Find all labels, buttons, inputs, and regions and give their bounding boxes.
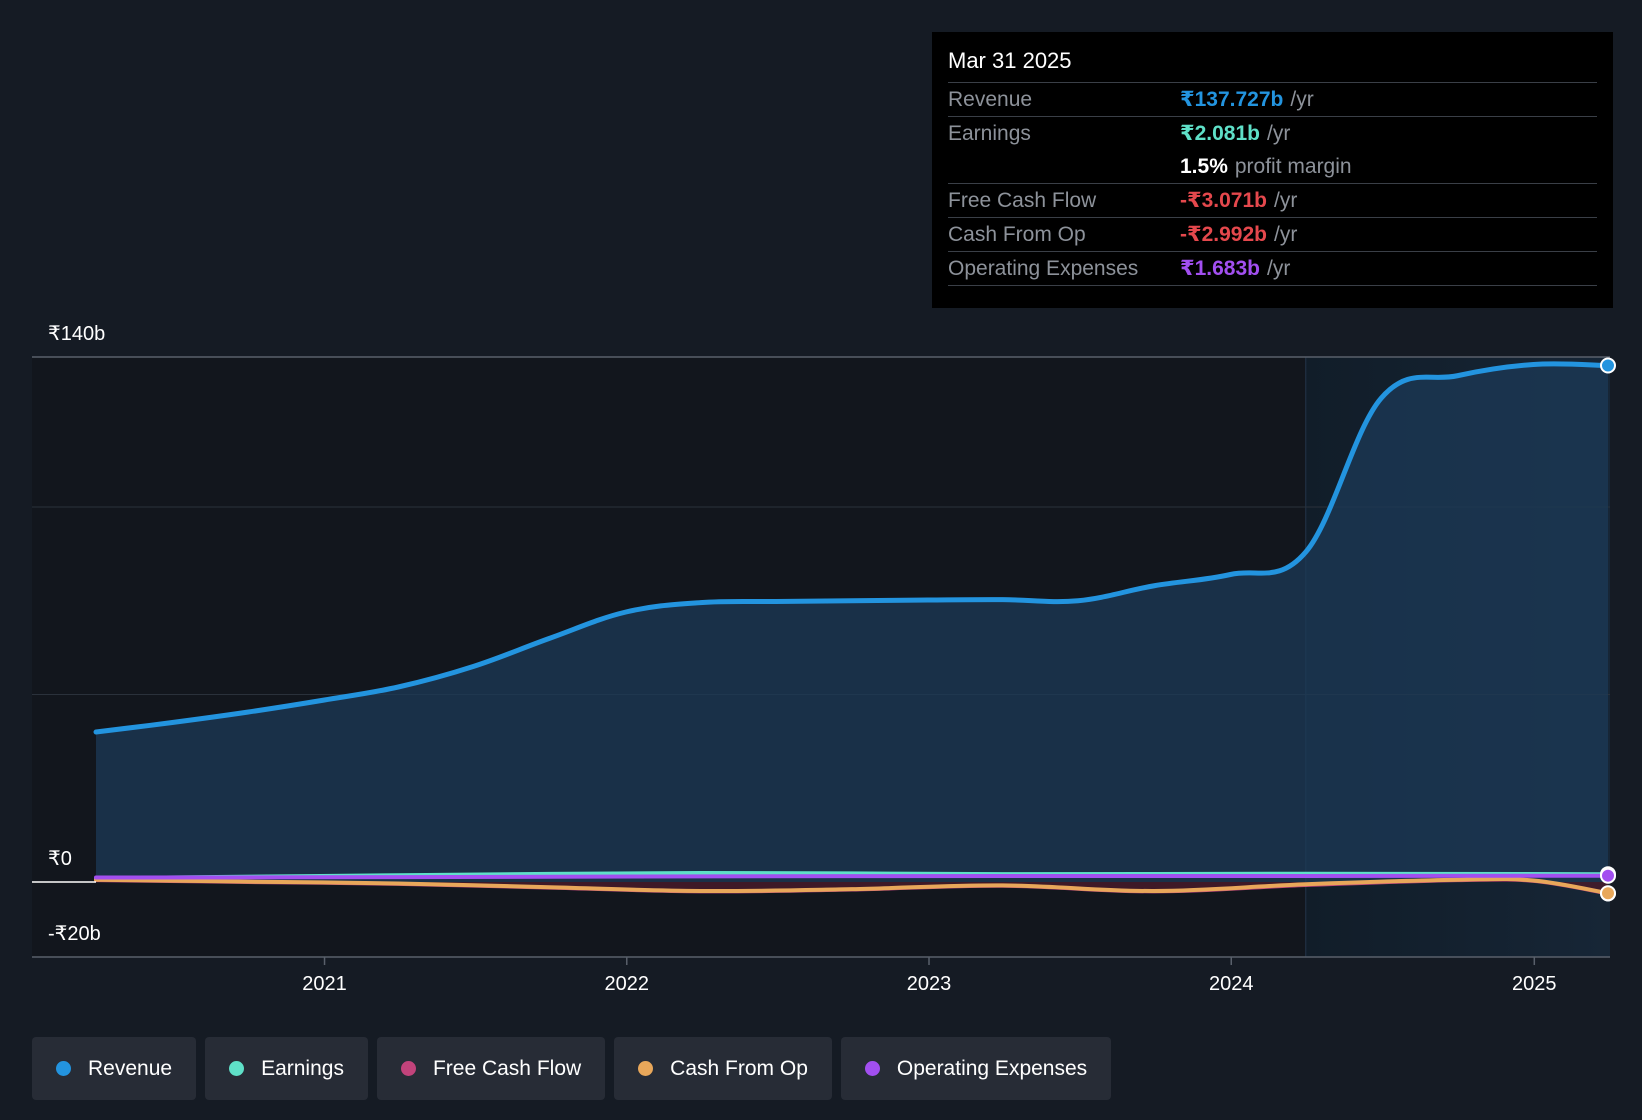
tooltip-date: Mar 31 2025 — [948, 48, 1072, 73]
x-tick-label: 2021 — [302, 973, 347, 995]
tooltip-row-label: Operating Expenses — [948, 256, 1139, 280]
tooltip-row-unit: /yr — [1290, 87, 1314, 111]
point-marker-cash-from-op — [1600, 885, 1616, 902]
legend-dot-icon — [864, 1061, 880, 1076]
x-tick-label: 2023 — [907, 973, 952, 995]
tooltip-row-unit: /yr — [1267, 121, 1291, 145]
legend: Revenue Earnings Free Cash Flow Cash Fro… — [32, 1037, 1112, 1100]
legend-label: Earnings — [261, 1056, 344, 1080]
tooltip-row-revenue: Revenue ₹137.727b /yr — [948, 82, 1597, 116]
x-tick-label: 2024 — [1209, 973, 1254, 995]
legend-item-free-cash-flow[interactable]: Free Cash Flow — [376, 1037, 606, 1100]
tooltip-row-label: Cash From Op — [948, 222, 1086, 246]
area-revenue — [96, 363, 1608, 882]
y-tick-label-zero: ₹0 — [48, 848, 72, 870]
y-tick-label-top: ₹140b — [48, 323, 105, 345]
tooltip-row-unit: /yr — [1273, 222, 1298, 246]
tooltip: Mar 31 2025 Revenue ₹137.727b /yr Earnin… — [932, 32, 1613, 308]
legend-dot-icon — [638, 1061, 654, 1076]
legend-item-revenue[interactable]: Revenue — [32, 1037, 197, 1100]
tooltip-row-label: Earnings — [948, 121, 1031, 145]
legend-dot-icon — [229, 1061, 245, 1076]
point-marker-operating-expenses — [1600, 867, 1616, 884]
tooltip-row-unit: profit margin — [1234, 154, 1352, 178]
legend-dot-icon — [400, 1061, 416, 1076]
tooltip-row-cash-from-op: Cash From Op -₹2.992b /yr — [948, 217, 1597, 251]
series-line-operating-expenses — [94, 873, 1610, 880]
tooltip-row-profit-margin: 1.5% profit margin — [948, 150, 1597, 183]
tooltip-row-value: ₹1.683b — [1180, 257, 1260, 280]
point-marker-revenue — [1600, 357, 1616, 374]
x-tick-label: 2025 — [1512, 973, 1557, 995]
tooltip-row-operating-expenses: Operating Expenses ₹1.683b /yr — [948, 251, 1597, 286]
legend-item-operating-expenses[interactable]: Operating Expenses — [840, 1037, 1112, 1100]
tooltip-row-earnings: Earnings ₹2.081b /yr — [948, 116, 1597, 150]
tooltip-row-value: ₹137.727b — [1180, 88, 1284, 111]
tooltip-row-unit: /yr — [1273, 188, 1298, 212]
area-free-cash-flow — [96, 879, 1608, 894]
legend-label: Revenue — [88, 1056, 173, 1080]
tooltip-row-value: 1.5% — [1180, 154, 1228, 178]
legend-label: Cash From Op — [670, 1056, 808, 1080]
legend-label: Free Cash Flow — [432, 1056, 582, 1080]
tooltip-row-label: Revenue — [948, 87, 1033, 111]
tooltip-row-value: -₹3.071b — [1180, 189, 1267, 212]
tooltip-row-label: Free Cash Flow — [948, 188, 1097, 212]
series-line-revenue — [93, 361, 1611, 735]
tooltip-row-free-cash-flow: Free Cash Flow -₹3.071b /yr — [948, 183, 1597, 217]
legend-item-cash-from-op[interactable]: Cash From Op — [614, 1037, 832, 1100]
y-tick-label-bottom: -₹20b — [48, 923, 101, 945]
series-line-cash-from-op — [94, 876, 1610, 896]
legend-item-earnings[interactable]: Earnings — [205, 1037, 368, 1100]
tooltip-row-value: -₹2.992b — [1180, 223, 1267, 246]
legend-dot-icon — [56, 1061, 71, 1076]
tooltip-row-value: ₹2.081b — [1180, 122, 1260, 145]
x-tick-label: 2022 — [605, 973, 650, 995]
tooltip-row-unit: /yr — [1267, 256, 1291, 280]
legend-label: Operating Expenses — [896, 1056, 1088, 1080]
